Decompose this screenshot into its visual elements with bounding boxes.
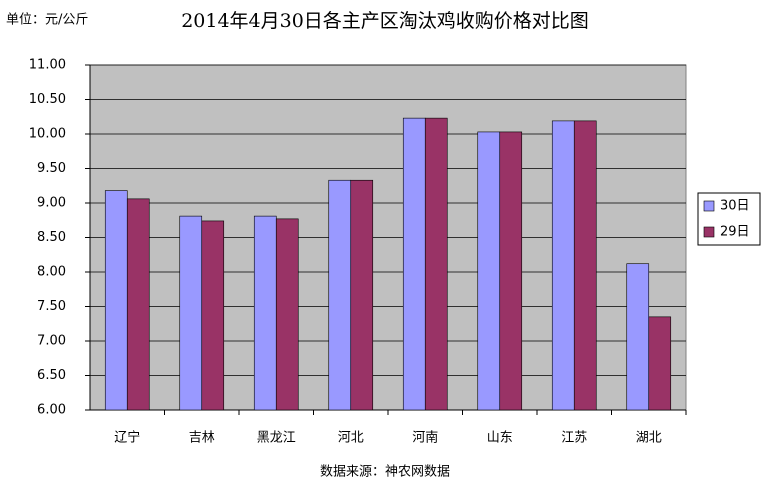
bar: [551, 120, 575, 411]
bar: [648, 316, 672, 411]
legend-label: 30日: [720, 199, 750, 214]
chart-title: 2014年4月30日各主产区淘汰鸡收购价格对比图: [181, 10, 589, 32]
bar: [477, 131, 501, 411]
bar: [424, 117, 448, 411]
unit-label: 单位：元/公斤: [6, 13, 88, 28]
y-tick-label: 7.50: [37, 299, 66, 314]
x-tick-label: 湖北: [636, 431, 662, 446]
bar: [328, 179, 352, 411]
x-tick-label: 吉林: [189, 431, 215, 446]
y-tick-label: 10.00: [29, 127, 66, 142]
legend-swatch: [703, 226, 715, 238]
legend-label: 29日: [720, 225, 750, 240]
bar: [253, 215, 277, 411]
x-tick-label: 黑龙江: [257, 431, 296, 446]
bar: [499, 131, 523, 411]
y-tick-label: 10.50: [29, 92, 66, 107]
legend-swatch: [703, 200, 715, 212]
bar: [350, 179, 374, 411]
bar: [402, 117, 426, 411]
bar: [179, 215, 203, 411]
bar: [573, 120, 597, 411]
y-tick-label: 8.50: [37, 230, 66, 245]
x-tick-label: 山东: [487, 431, 513, 446]
bar: [126, 198, 150, 411]
bar: [201, 220, 225, 411]
y-tick-label: 11.00: [29, 58, 66, 73]
bar: [275, 218, 299, 411]
x-tick-label: 江苏: [561, 430, 587, 446]
y-tick-label: 6.00: [37, 403, 66, 418]
y-tick-label: 9.50: [37, 161, 66, 176]
y-tick-label: 8.00: [37, 265, 66, 280]
x-tick-label: 河南: [412, 430, 438, 446]
x-tick-label: 辽宁: [114, 430, 140, 446]
y-tick-label: 9.00: [37, 196, 66, 211]
source-note: 数据来源：神农网数据: [320, 465, 450, 480]
y-tick-label: 6.50: [37, 368, 66, 383]
x-tick-label: 河北: [338, 431, 364, 446]
bar: [104, 190, 128, 411]
y-tick-label: 7.00: [37, 334, 66, 349]
bar: [626, 263, 650, 411]
